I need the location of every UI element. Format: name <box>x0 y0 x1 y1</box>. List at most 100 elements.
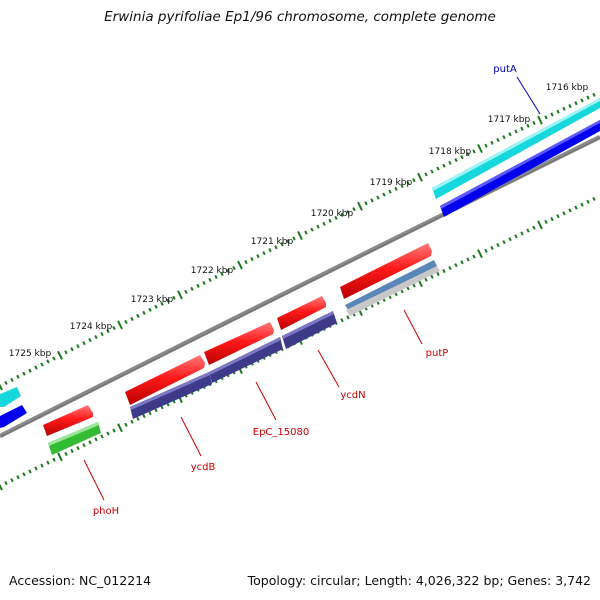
outer-minor-tick <box>232 265 236 271</box>
gene-label-ycdB: ycdB <box>191 462 216 473</box>
inner-minor-tick <box>556 214 560 219</box>
cds-ycdN[interactable] <box>277 296 326 330</box>
inner-minor-tick <box>76 446 80 451</box>
inner-minor-tick <box>52 457 56 462</box>
outer-minor-tick <box>394 186 398 191</box>
outer-minor-tick <box>130 316 134 321</box>
outer-major-tick <box>57 350 63 360</box>
outer-minor-tick <box>346 210 350 215</box>
outer-minor-tick <box>100 331 104 337</box>
outer-minor-tick <box>304 230 308 235</box>
feature-left-blue[interactable] <box>0 405 27 428</box>
outer-minor-tick <box>214 274 218 279</box>
inner-minor-tick <box>550 216 554 222</box>
inner-minor-tick <box>586 199 590 204</box>
outer-minor-tick <box>496 137 500 143</box>
genome-backbone <box>0 134 600 439</box>
inner-minor-tick <box>340 318 344 323</box>
gene-ycdN[interactable] <box>282 311 337 349</box>
outer-minor-tick <box>286 239 290 244</box>
outer-minor-tick <box>22 371 26 376</box>
outer-minor-tick <box>316 224 320 229</box>
ruler-label-1720: 1720 kbp <box>311 209 354 219</box>
outer-minor-tick <box>592 92 596 97</box>
inner-minor-tick <box>454 263 458 268</box>
cds-ycdB[interactable] <box>125 355 205 405</box>
outer-minor-tick <box>28 368 32 373</box>
inner-minor-tick <box>70 448 74 454</box>
outer-minor-tick <box>556 109 560 114</box>
outer-major-tick <box>117 320 123 330</box>
inner-minor-tick <box>112 428 116 433</box>
inner-minor-tick <box>430 274 434 279</box>
outer-minor-tick <box>154 304 158 309</box>
outer-minor-tick <box>16 374 20 379</box>
inner-minor-tick <box>142 413 146 419</box>
outer-minor-tick <box>364 201 368 206</box>
outer-minor-tick <box>46 359 50 364</box>
inner-minor-tick <box>4 481 8 486</box>
feature-putA-blue[interactable] <box>440 120 600 217</box>
feature-putA-cyan[interactable] <box>432 98 600 199</box>
outer-minor-tick <box>334 215 338 220</box>
outer-minor-tick <box>82 341 86 346</box>
outer-minor-tick <box>148 307 152 312</box>
outer-major-tick <box>0 383 3 391</box>
inner-major-tick <box>57 452 63 462</box>
cds-EpC_15080[interactable] <box>204 322 274 365</box>
outer-minor-tick <box>514 129 518 134</box>
EpC_15080-leader <box>255 381 277 421</box>
inner-minor-tick <box>442 268 446 274</box>
ycdN-leader <box>317 349 340 388</box>
inner-minor-tick <box>484 248 488 253</box>
outer-minor-tick <box>208 277 212 282</box>
outer-minor-tick <box>166 298 170 303</box>
outer-minor-tick <box>370 198 374 203</box>
inner-minor-tick <box>436 271 440 276</box>
outer-major-tick <box>357 201 363 211</box>
inner-tick-ring <box>0 196 596 491</box>
ruler-label-1724: 1724 kbp <box>70 322 113 332</box>
outer-minor-tick <box>352 207 356 212</box>
outer-minor-tick <box>112 325 116 331</box>
feature-phoH-green[interactable] <box>48 422 101 455</box>
inner-minor-tick <box>520 231 524 236</box>
outer-minor-tick <box>94 335 98 340</box>
outer-minor-tick <box>184 289 188 294</box>
outer-tick-ring <box>0 92 596 391</box>
outer-minor-tick <box>172 295 176 300</box>
inner-major-tick <box>0 483 3 491</box>
feature-putP-steel[interactable] <box>345 260 440 316</box>
cds-phoH[interactable] <box>43 405 93 436</box>
inner-minor-tick <box>106 431 110 436</box>
cds-putP[interactable] <box>340 243 432 299</box>
outer-major-tick <box>297 231 303 240</box>
outer-minor-tick <box>160 301 164 306</box>
outer-minor-tick <box>328 218 332 223</box>
outer-minor-tick <box>280 242 284 247</box>
inner-minor-tick <box>46 460 50 465</box>
inner-minor-tick <box>448 266 452 271</box>
ruler-label-1723: 1723 kbp <box>131 295 174 305</box>
inner-minor-tick <box>94 437 98 442</box>
feature-left-cyan[interactable] <box>0 387 21 407</box>
outer-minor-tick <box>310 227 314 232</box>
outer-minor-tick <box>124 319 128 324</box>
outer-minor-tick <box>568 103 572 109</box>
outer-minor-tick <box>460 155 464 160</box>
outer-minor-tick <box>196 283 200 288</box>
outer-minor-tick <box>64 350 68 355</box>
gene-EpC_15080[interactable] <box>209 337 283 383</box>
outer-minor-tick <box>550 112 554 117</box>
map-title: Erwinia pyrifoliae Ep1/96 chromosome, co… <box>104 9 496 25</box>
outer-minor-tick <box>580 98 584 103</box>
inner-minor-tick <box>406 286 410 291</box>
outer-minor-tick <box>76 344 80 349</box>
gene-ycdB[interactable] <box>130 372 212 419</box>
gene-label-ycdN: ycdN <box>340 390 365 401</box>
outer-minor-tick <box>40 362 44 367</box>
inner-minor-tick <box>574 205 578 210</box>
outer-minor-tick <box>532 120 536 126</box>
outer-major-tick <box>537 115 543 125</box>
